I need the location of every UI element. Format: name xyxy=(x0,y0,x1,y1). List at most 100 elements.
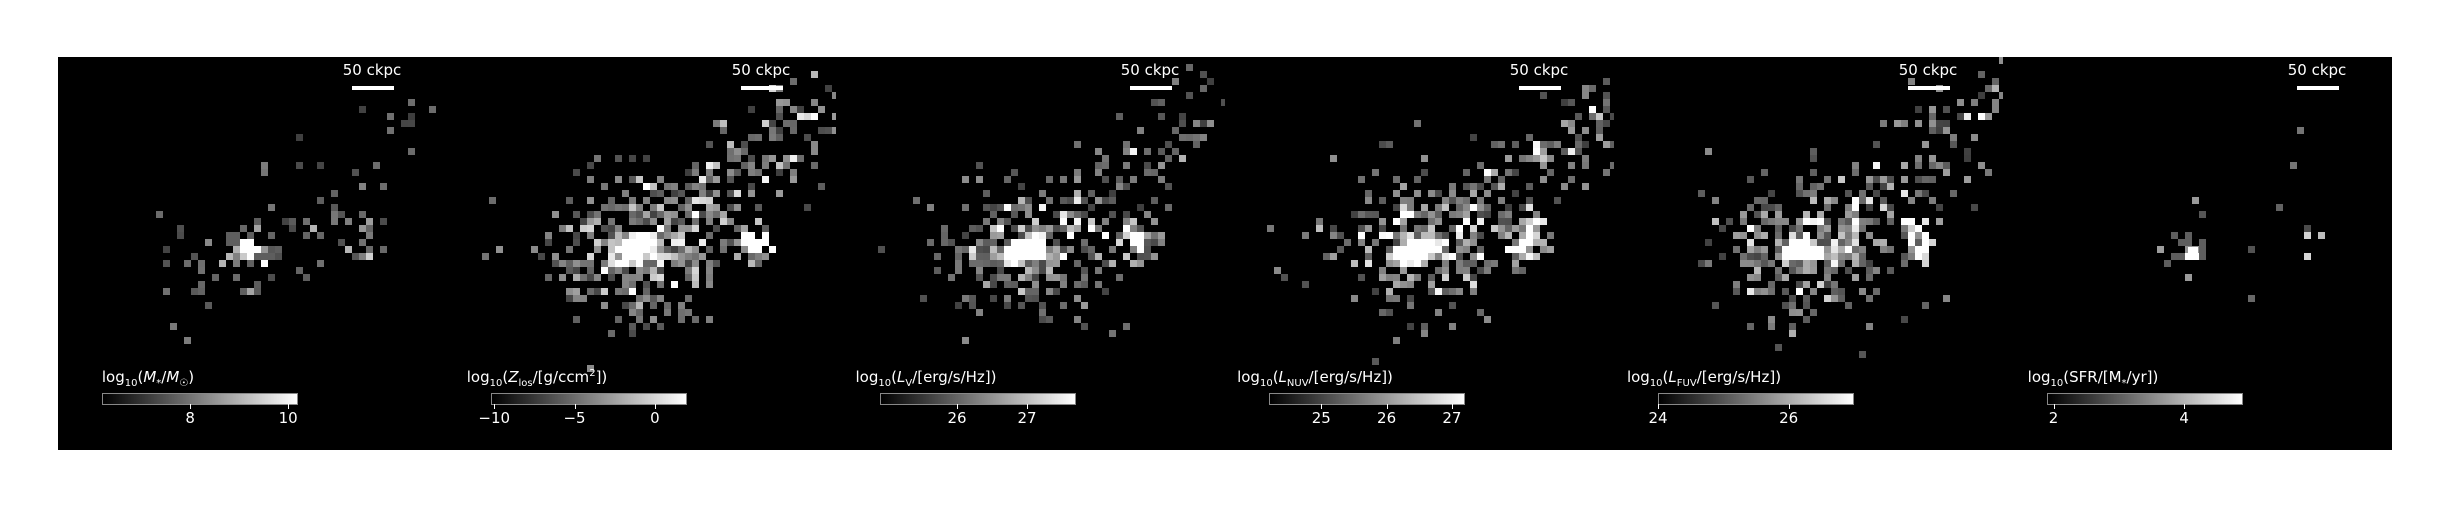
map-pixel xyxy=(650,302,657,309)
map-pixel xyxy=(776,190,783,197)
map-pixel xyxy=(1477,246,1484,253)
map-pixel xyxy=(219,260,226,267)
map-pixel xyxy=(587,176,594,183)
map-pixel xyxy=(1512,141,1519,148)
map-pixel xyxy=(1915,190,1922,197)
map-pixel xyxy=(1088,190,1095,197)
map-pixel xyxy=(1484,211,1491,218)
map-pixel xyxy=(1873,162,1880,169)
map-pixel xyxy=(2171,232,2178,239)
map-pixel xyxy=(1936,204,1943,211)
map-pixel xyxy=(685,309,692,316)
map-pixel xyxy=(1046,197,1053,204)
map-pixel xyxy=(678,204,685,211)
map-pixel xyxy=(1852,246,1859,253)
map-pixel xyxy=(1330,253,1337,260)
map-pixel xyxy=(622,281,629,288)
map-pixel xyxy=(1915,246,1922,253)
map-pixel xyxy=(1316,225,1323,232)
map-pixel xyxy=(594,211,601,218)
map-pixel xyxy=(927,204,934,211)
map-pixel xyxy=(566,288,573,295)
map-pixel xyxy=(804,134,811,141)
map-pixel xyxy=(1845,211,1852,218)
map-pixel xyxy=(1747,246,1754,253)
map-pixel xyxy=(1137,239,1144,246)
colorbar-tick xyxy=(1788,404,1790,409)
map-pixel xyxy=(1505,169,1512,176)
map-pixel xyxy=(1554,197,1561,204)
map-pixel xyxy=(706,267,713,274)
map-pixel xyxy=(1789,267,1796,274)
map-pixel xyxy=(1081,267,1088,274)
map-pixel xyxy=(1414,260,1421,267)
map-pixel xyxy=(331,190,338,197)
map-pixel xyxy=(289,225,296,232)
map-pixel xyxy=(1400,225,1407,232)
map-pixel xyxy=(997,246,1004,253)
map-pixel xyxy=(587,260,594,267)
map-pixel xyxy=(1463,267,1470,274)
map-pixel xyxy=(608,225,615,232)
map-pixel xyxy=(790,78,797,85)
map-pixel xyxy=(1032,239,1039,246)
map-pixel xyxy=(983,260,990,267)
map-pixel xyxy=(734,204,741,211)
map-pixel xyxy=(664,309,671,316)
map-pixel xyxy=(990,295,997,302)
map-pixel xyxy=(1372,288,1379,295)
map-pixel xyxy=(615,267,622,274)
map-pixel xyxy=(1109,260,1116,267)
map-pixel xyxy=(1596,113,1603,120)
map-pixel xyxy=(1887,211,1894,218)
map-pixel xyxy=(359,239,366,246)
map-pixel xyxy=(629,281,636,288)
map-pixel xyxy=(1922,253,1929,260)
map-pixel xyxy=(1498,211,1505,218)
map-pixel xyxy=(1810,309,1817,316)
map-pixel xyxy=(1158,162,1165,169)
map-pixel xyxy=(587,365,594,372)
map-pixel xyxy=(573,267,580,274)
map-pixel xyxy=(1929,120,1936,127)
map-pixel xyxy=(941,225,948,232)
map-pixel xyxy=(1011,225,1018,232)
panel-metallicity: 50 ckpc log10(Zlos/[g/ccm2]) −10 −5 0 xyxy=(447,57,836,450)
map-pixel xyxy=(1414,190,1421,197)
map-pixel xyxy=(643,239,650,246)
map-pixel xyxy=(776,99,783,106)
map-pixel xyxy=(790,155,797,162)
map-pixel xyxy=(927,239,934,246)
map-pixel xyxy=(1498,176,1505,183)
map-pixel xyxy=(1810,218,1817,225)
map-pixel xyxy=(983,218,990,225)
map-pixel xyxy=(1109,246,1116,253)
map-pixel xyxy=(1922,176,1929,183)
map-pixel xyxy=(587,253,594,260)
map-pixel xyxy=(1025,239,1032,246)
map-pixel xyxy=(657,204,664,211)
map-pixel xyxy=(1074,176,1081,183)
map-pixel xyxy=(671,281,678,288)
map-pixel xyxy=(976,253,983,260)
map-pixel xyxy=(177,225,184,232)
map-pixel xyxy=(1873,190,1880,197)
colorbar-title: log10(LFUV/[erg/s/Hz]) xyxy=(1626,368,1782,389)
map-pixel xyxy=(657,281,664,288)
map-pixel xyxy=(1519,267,1526,274)
map-pixel xyxy=(727,190,734,197)
map-pixel xyxy=(699,211,706,218)
map-pixel xyxy=(1852,169,1859,176)
map-pixel xyxy=(1039,190,1046,197)
map-pixel xyxy=(1992,78,1999,85)
map-pixel xyxy=(1964,155,1971,162)
map-pixel xyxy=(629,232,636,239)
map-pixel xyxy=(1428,239,1435,246)
map-pixel xyxy=(366,253,373,260)
map-pixel xyxy=(580,295,587,302)
map-pixel xyxy=(1533,141,1540,148)
map-pixel xyxy=(1789,225,1796,232)
map-pixel xyxy=(1810,148,1817,155)
map-pixel xyxy=(1018,260,1025,267)
map-pixel xyxy=(1775,204,1782,211)
